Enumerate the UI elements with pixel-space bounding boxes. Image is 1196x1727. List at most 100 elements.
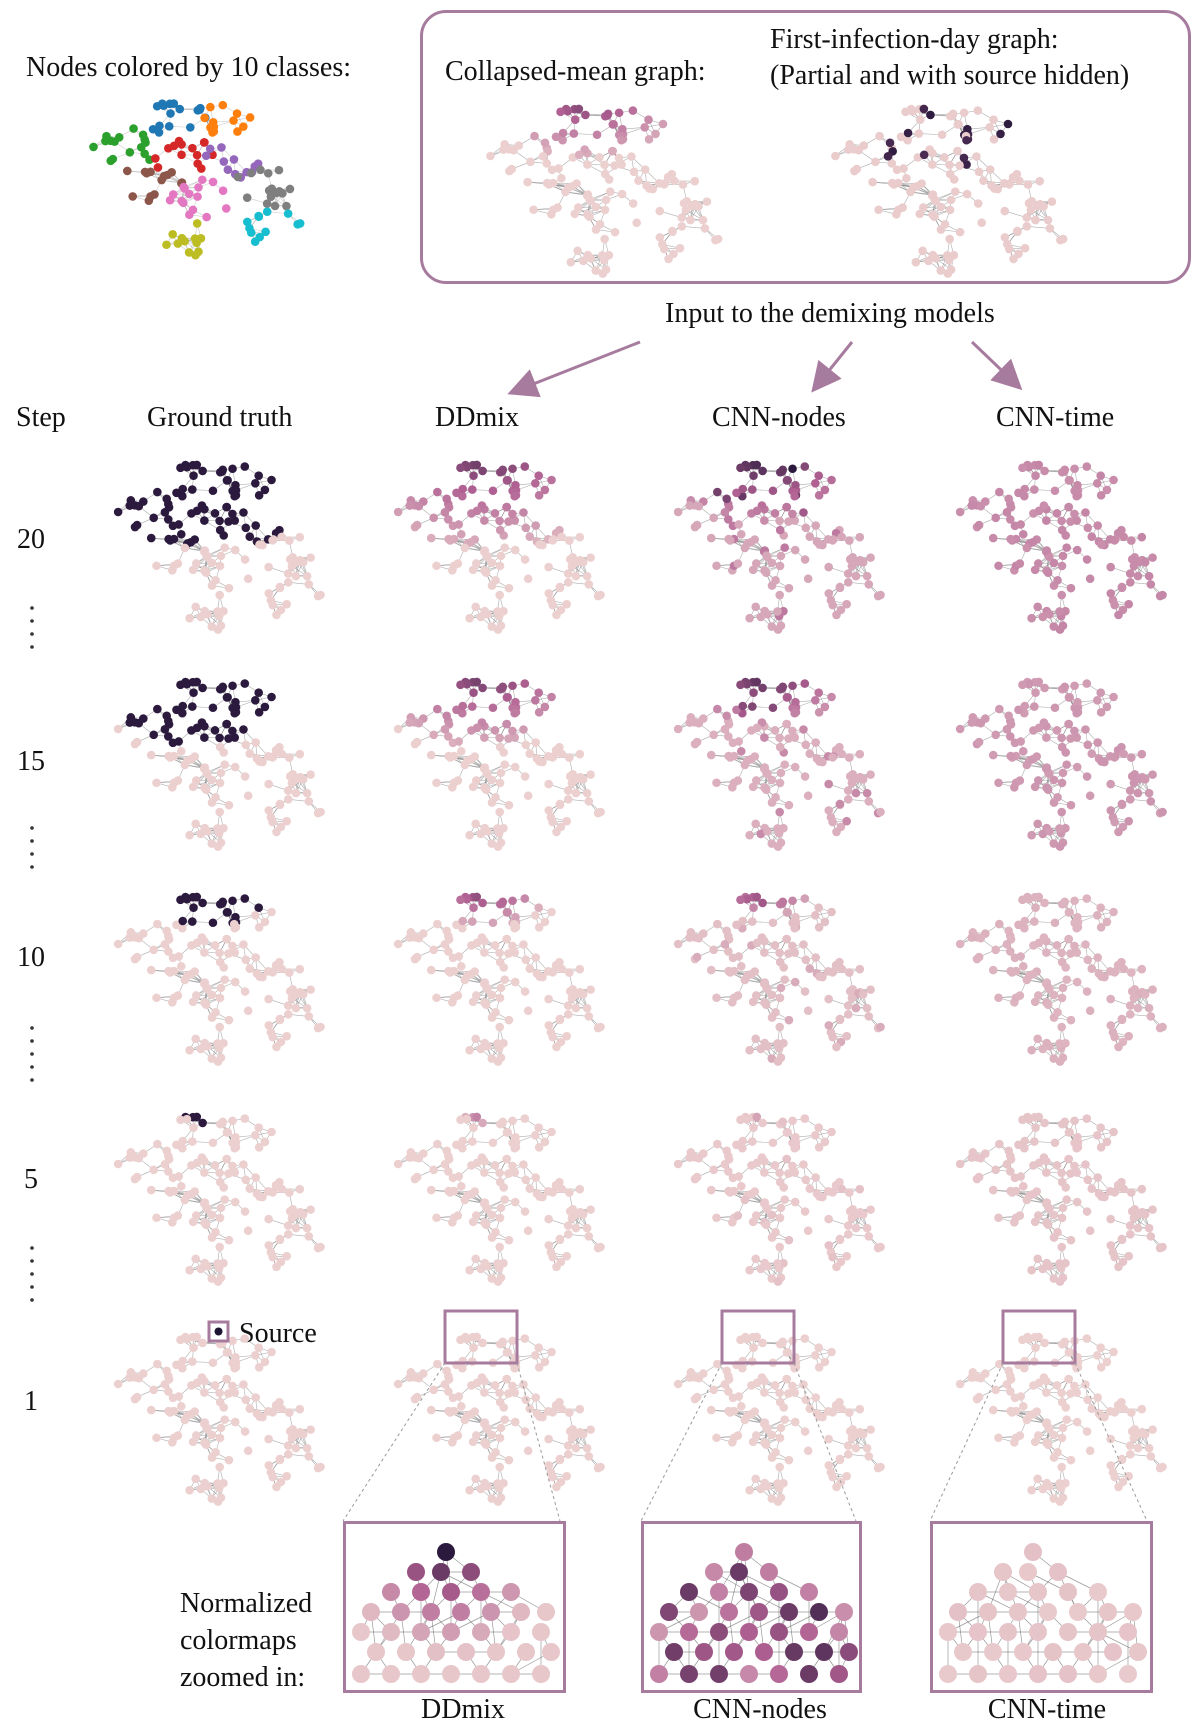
graph-node <box>481 568 491 577</box>
zoom-label-cnn-nodes: CNN-nodes <box>693 1694 827 1725</box>
graph-node <box>188 702 197 711</box>
zoom-node <box>407 1563 425 1581</box>
zoom-node <box>735 1543 753 1561</box>
zoom-node <box>680 1583 698 1601</box>
zoom-label-cnn-time: CNN-time <box>987 1694 1107 1725</box>
graph-node <box>538 152 548 161</box>
graph-node <box>496 768 506 778</box>
graph-node <box>526 157 535 167</box>
graph-node <box>519 508 528 517</box>
graph-node <box>790 545 800 555</box>
graph-node <box>548 600 557 610</box>
graph-node <box>245 532 255 542</box>
zoom-node <box>760 1563 778 1581</box>
graph-node <box>483 769 492 779</box>
zoom-box-cnn-nodes <box>641 1521 862 1693</box>
graph-node <box>1050 486 1060 496</box>
zoom-node <box>835 1603 853 1621</box>
graph-node <box>851 571 861 581</box>
graph-node <box>1082 462 1092 471</box>
graph-node <box>218 186 228 196</box>
graph-node <box>176 680 185 690</box>
graph-node <box>230 491 239 501</box>
graph-node <box>582 571 592 581</box>
zoom-node <box>740 1583 758 1601</box>
graph-node <box>149 730 159 740</box>
graph-node <box>540 485 550 495</box>
zoom-node <box>750 1603 768 1621</box>
graph-node <box>508 726 517 736</box>
zoom-node <box>695 1643 713 1661</box>
graph-node <box>885 138 895 148</box>
zoom-node <box>422 1603 440 1621</box>
graph-node <box>953 146 962 156</box>
graph-node <box>1093 521 1103 530</box>
zoom-caption-2: colormaps <box>180 1625 297 1656</box>
zoom-node <box>442 1583 460 1601</box>
graph-node <box>677 213 687 222</box>
zoom-graph-cnn-nodes <box>650 1543 858 1683</box>
graph-node <box>784 517 793 526</box>
graph-node <box>222 719 232 729</box>
graph-node <box>629 167 639 177</box>
classes-title: Nodes colored by 10 classes: <box>26 52 352 83</box>
graph-node <box>198 683 207 693</box>
graph-node <box>677 221 687 231</box>
graph-node <box>108 154 118 164</box>
graph-node <box>670 176 679 186</box>
graph-node <box>1125 577 1135 587</box>
graph-node <box>1060 465 1070 475</box>
graph-node <box>185 830 194 840</box>
zoom-node <box>412 1623 430 1641</box>
graph-node <box>228 681 237 691</box>
graph-node <box>283 786 293 795</box>
graph-node <box>480 733 489 742</box>
graph-node <box>788 509 797 519</box>
zoom-node <box>427 1643 445 1661</box>
ddmix-header: DDmix <box>435 402 519 433</box>
graph-node <box>304 797 314 806</box>
graph-node <box>134 501 144 511</box>
graph-node <box>955 227 965 237</box>
graph-node <box>1020 484 1030 494</box>
graph-node <box>928 160 937 169</box>
graph-node <box>200 138 209 147</box>
graph-node <box>442 494 452 504</box>
graph-node <box>245 113 255 122</box>
zoom-node <box>437 1543 455 1561</box>
graph-node <box>456 529 466 539</box>
input-caption: Input to the demixing models <box>665 298 995 329</box>
graph-node <box>651 129 660 139</box>
graph-node <box>173 559 183 568</box>
graph-node <box>700 224 710 233</box>
graph-node <box>991 513 1001 523</box>
graph-node <box>1058 551 1068 561</box>
graph-node <box>509 145 518 155</box>
graph-node <box>1158 590 1167 600</box>
zoom-node <box>725 1643 743 1661</box>
graph-node <box>955 507 965 517</box>
graph-node <box>220 543 229 552</box>
graph-node <box>940 153 949 162</box>
graph-node <box>1022 221 1032 231</box>
graph-node <box>720 508 730 517</box>
graph-node <box>1114 610 1123 620</box>
graph-node <box>858 558 868 567</box>
graph-node <box>197 175 207 185</box>
graph-node <box>426 533 436 543</box>
graph-node <box>673 507 683 517</box>
graph-node <box>152 778 161 788</box>
zoom-node <box>690 1603 708 1621</box>
graph-node <box>563 786 573 795</box>
graph-node <box>510 762 520 772</box>
zoom-node <box>472 1583 490 1601</box>
graph-node <box>285 184 295 194</box>
zoom-node <box>442 1623 460 1641</box>
graph-node <box>284 536 294 545</box>
zoom-node <box>457 1643 475 1661</box>
zoom-caption-1: Normalized <box>180 1588 313 1619</box>
graph-node <box>713 234 723 244</box>
graph-node <box>493 625 503 634</box>
graph-node <box>221 204 231 213</box>
graph-node <box>240 772 250 781</box>
